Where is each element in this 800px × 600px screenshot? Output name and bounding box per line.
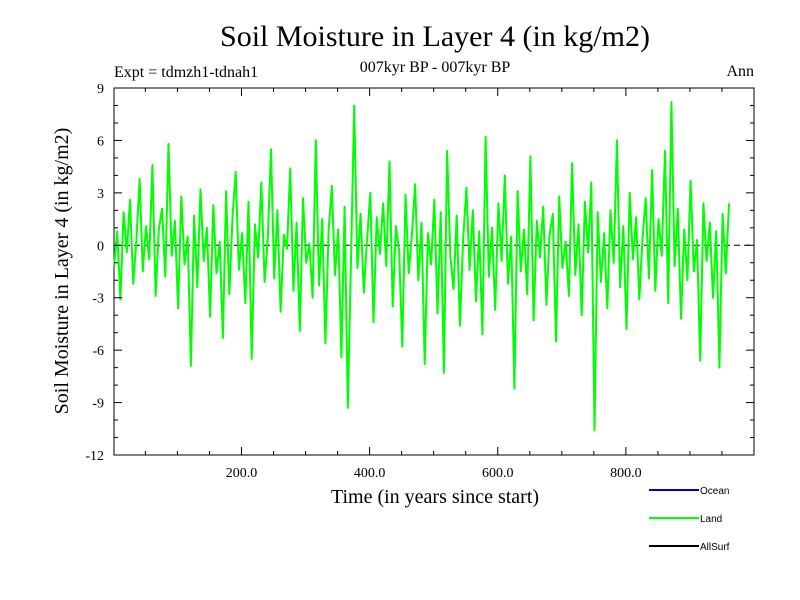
season-label: Ann	[726, 63, 754, 80]
y-tick-label: 6	[97, 134, 104, 149]
plot-frame	[113, 87, 755, 456]
y-tick-label: 9	[97, 82, 104, 97]
y-tick-label: -12	[85, 449, 104, 464]
y-tick-label: -6	[92, 344, 104, 359]
y-axis-label: Soil Moisture in Layer 4 (in kg/m2)	[51, 128, 73, 415]
x-tick-label: 800.0	[610, 466, 642, 481]
x-tick-label: 200.0	[226, 466, 258, 481]
legend: Ocean Land AllSurf	[649, 486, 730, 553]
y-tick-label: -3	[92, 292, 104, 307]
x-tick-label: 400.0	[354, 466, 386, 481]
chart-subtitle: 007kyr BP - 007kyr BP	[360, 59, 511, 76]
legend-label-allsurf: AllSurf	[700, 542, 730, 553]
plot-area	[113, 87, 755, 456]
y-tick-label: 3	[97, 187, 104, 202]
y-tick-label: 0	[97, 239, 104, 254]
y-tick-label: -9	[92, 397, 104, 412]
legend-label-ocean: Ocean	[700, 486, 729, 497]
series-line-land	[113, 101, 730, 432]
expt-label: Expt = tdmzh1-tdnah1	[114, 64, 258, 81]
x-axis-label: Time (in years since start)	[331, 486, 539, 508]
x-tick-label: 600.0	[482, 466, 514, 481]
legend-label-land: Land	[700, 514, 722, 525]
chart-title: Soil Moisture in Layer 4 (in kg/m2)	[220, 20, 650, 53]
axis-ticks: 9 6 3 0 -3 -6 -9 -12 200.0 400.0 600.0 800.0	[85, 82, 754, 481]
